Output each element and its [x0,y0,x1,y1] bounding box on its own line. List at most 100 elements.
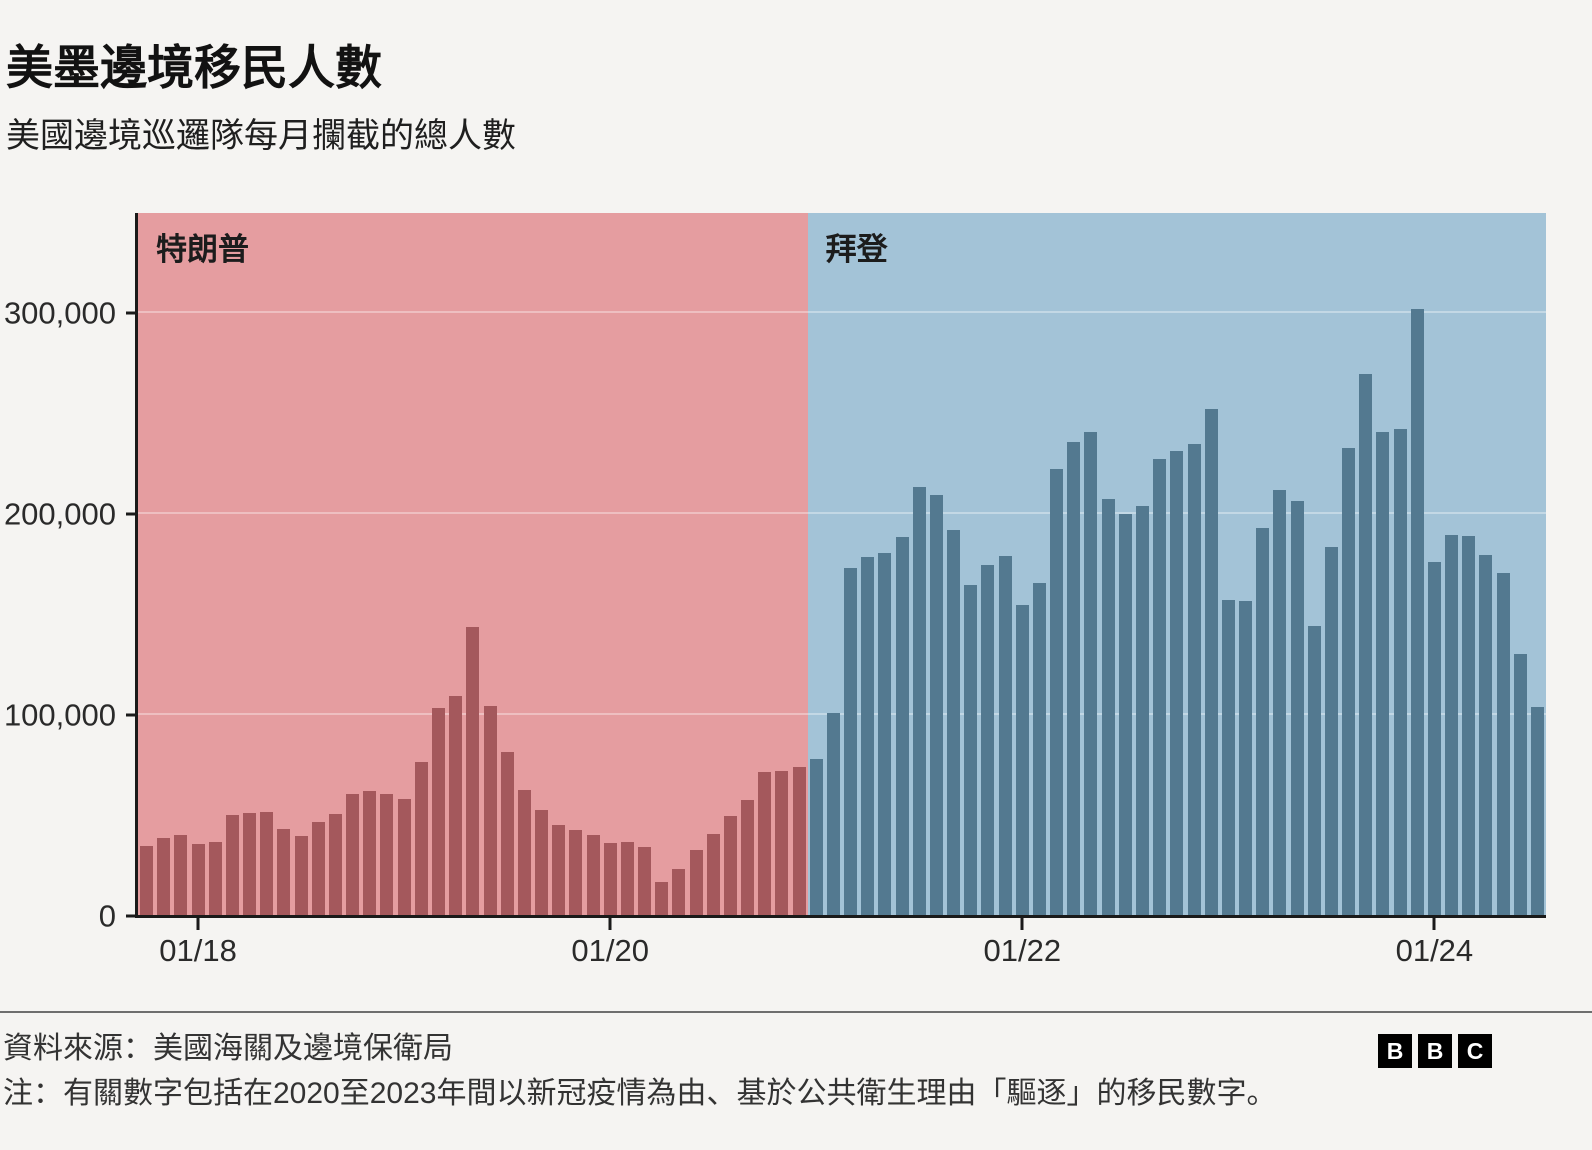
bar-2020-07 [706,833,720,916]
x-axis-line [135,915,1546,918]
bar-2023-01 [1221,599,1235,916]
bar-2019-12 [586,834,600,916]
bar-2024-06 [1513,654,1527,916]
bar-2018-05 [260,811,274,916]
bar-2022-03 [1050,468,1064,916]
bar-2023-08 [1342,448,1356,916]
bar-2021-12 [998,555,1012,916]
bar-2022-08 [1135,506,1149,916]
bar-2021-04 [861,556,875,916]
bar-2017-10 [140,845,154,916]
bar-2019-09 [535,810,548,916]
page-title: 美墨邊境移民人數 [6,43,382,95]
bars-layer [138,213,1546,916]
source-text: 資料來源：美國海關及邊境保衛局 [3,1032,453,1065]
gridline-300000 [138,311,1546,314]
bar-2021-03 [844,567,858,916]
bar-2018-02 [208,842,222,916]
bar-2023-04 [1273,490,1287,916]
bar-2021-11 [981,564,995,916]
bar-2022-09 [1153,458,1167,916]
gridline-100000 [138,713,1546,716]
x-tick-label-01-22: 01/22 [983,933,1062,968]
y-tick-label-300000: 300,000 [3,295,116,331]
biden-era-label: 拜登 [825,232,888,267]
bar-2020-06 [689,849,703,916]
bar-2022-02 [1032,582,1046,916]
bar-2022-06 [1101,498,1115,916]
bar-2022-05 [1084,431,1098,916]
bar-2018-08 [311,822,325,916]
bar-2022-01 [1015,604,1029,916]
bar-2023-03 [1256,527,1270,916]
bar-2018-06 [277,829,291,916]
y-tick-label-0: 0 [98,898,116,934]
bar-2019-08 [517,790,531,916]
bar-2023-09 [1359,374,1373,916]
bar-2020-05 [672,869,686,916]
y-axis-line [135,213,138,916]
bar-2018-03 [225,814,239,916]
bbc-logo-square-3: C [1458,1034,1492,1068]
gridline-200000 [138,512,1546,515]
bar-2017-11 [157,837,171,916]
bar-2019-01 [397,798,411,916]
bbc-logo-square-2: B [1418,1034,1452,1068]
note-text: 注：有關數字包括在2020至2023年間以新冠疫情為由、基於公共衛生理由「驅逐」… [3,1077,1277,1110]
x-tick-label-01-18: 01/18 [159,933,237,968]
bar-2019-11 [569,830,583,916]
bar-2017-12 [174,834,188,916]
page-subtitle: 美國邊境巡邏隊每月攔截的總人數 [6,117,516,155]
x-tick-label-01-24: 01/24 [1395,933,1474,968]
x-tick-mark-01-24 [1432,916,1436,930]
bar-2018-04 [243,813,257,916]
bar-2018-07 [294,835,308,916]
bar-2021-10 [964,584,978,916]
plot-area: 特朗普 拜登 [135,213,1546,918]
bar-2020-08 [723,815,737,916]
bar-2020-03 [638,846,652,916]
bar-2019-06 [483,706,497,916]
bar-2021-06 [895,536,909,916]
bar-2024-03 [1462,535,1476,916]
bar-2019-05 [466,626,480,916]
bar-2023-11 [1393,429,1407,916]
bar-2021-07 [912,487,926,916]
bar-2020-10 [758,771,772,916]
bar-2023-07 [1324,547,1338,916]
bar-2023-10 [1376,431,1390,916]
y-tick-label-100000: 100,000 [3,697,116,733]
bar-2023-06 [1307,625,1321,916]
bar-2019-02 [414,762,428,916]
bar-2019-04 [449,696,463,916]
bar-2022-10 [1170,450,1184,916]
bar-2020-11 [775,771,789,916]
x-tick-label-01-20: 01/20 [571,933,649,968]
bar-2019-07 [500,751,514,916]
bar-2022-12 [1204,409,1218,916]
bar-2021-05 [878,553,892,916]
bar-2024-04 [1479,555,1493,916]
bar-2019-10 [552,825,566,916]
bar-2019-03 [431,707,445,916]
bar-2022-11 [1187,444,1201,916]
bar-2024-02 [1445,534,1459,916]
bbc-logo-square-1: B [1378,1034,1412,1068]
bar-2020-09 [741,800,755,916]
x-tick-mark-01-18 [196,916,200,930]
bar-2018-12 [380,793,394,916]
bar-2023-05 [1290,500,1304,916]
footer-divider [0,1011,1592,1013]
bar-2018-09 [328,814,342,916]
x-tick-mark-01-20 [608,916,612,930]
bar-2020-01 [603,842,617,916]
bar-2021-02 [826,712,840,916]
bar-2024-07 [1530,706,1544,916]
bar-2021-09 [947,530,961,916]
bar-2023-02 [1239,601,1252,916]
bar-2020-12 [792,767,806,916]
bar-2020-02 [620,842,634,916]
bar-2023-12 [1410,309,1424,916]
